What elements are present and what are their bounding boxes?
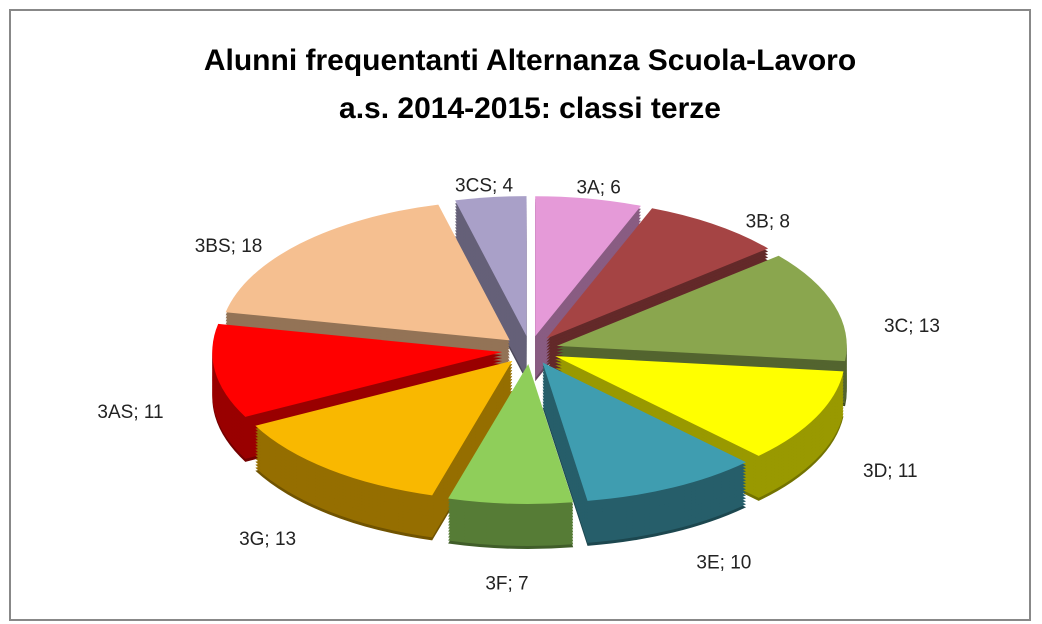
slice-top xyxy=(455,196,527,337)
chart-title: a.s. 2014-2015: classi terze xyxy=(339,92,721,125)
slice-top xyxy=(535,196,641,337)
slice-top xyxy=(546,208,769,339)
data-label: 3CS; 4 xyxy=(455,176,514,197)
slice-top xyxy=(542,362,747,501)
slice xyxy=(542,362,747,546)
slice xyxy=(448,363,574,549)
slice xyxy=(455,196,527,382)
slice xyxy=(255,360,513,541)
data-label: 3F; 7 xyxy=(485,574,528,595)
slice-top xyxy=(255,360,513,496)
data-label: 3AS; 11 xyxy=(97,402,163,423)
data-label: 3B; 8 xyxy=(746,211,790,232)
slice-top xyxy=(556,255,847,362)
data-label: 3A; 6 xyxy=(576,177,620,198)
data-label: 3G; 13 xyxy=(239,529,296,550)
slice-top xyxy=(225,204,510,341)
chart-title: Alunni frequentanti Alternanza Scuola-La… xyxy=(204,44,856,77)
data-label: 3C; 13 xyxy=(884,316,940,337)
slice-top xyxy=(212,323,503,417)
data-label: 3E; 10 xyxy=(696,553,751,574)
slice-top xyxy=(448,363,574,504)
data-label: 3BS; 18 xyxy=(195,236,263,257)
slice-top xyxy=(555,356,844,456)
data-label: 3D; 11 xyxy=(863,461,918,482)
